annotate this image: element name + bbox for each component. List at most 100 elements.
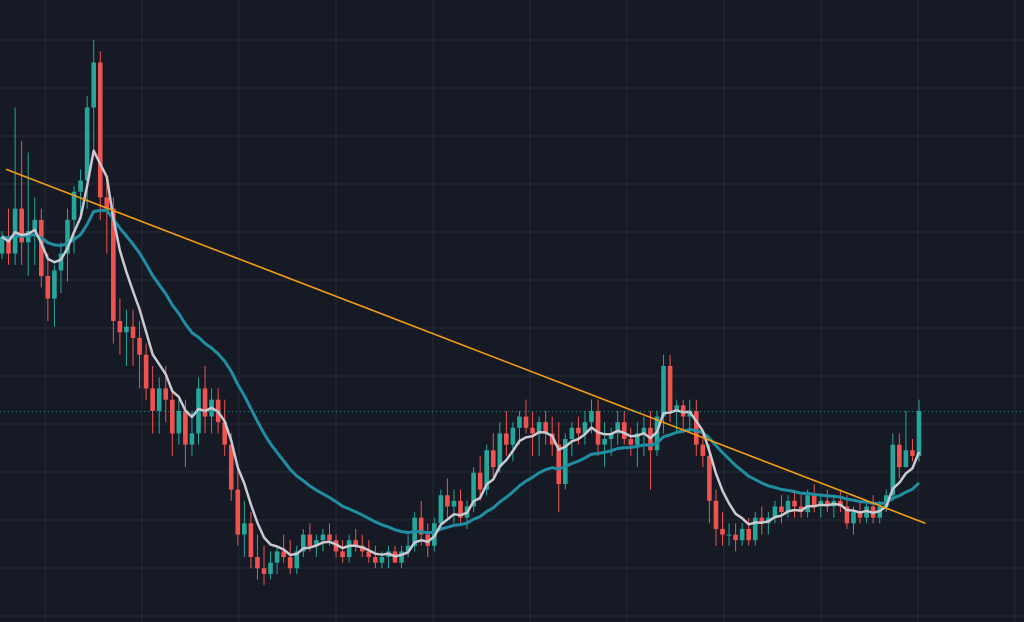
candle-body: [117, 321, 123, 333]
candle-body: [458, 500, 463, 518]
candle-body: [268, 562, 273, 574]
candle-body: [346, 540, 352, 558]
candle-body: [451, 500, 457, 507]
candle-body: [726, 534, 732, 536]
candle-body: [779, 506, 784, 513]
candle-body: [130, 326, 136, 338]
candle-body: [628, 439, 634, 445]
candle-body: [707, 455, 712, 501]
candles: [0, 40, 922, 586]
candle-body: [530, 427, 535, 434]
candle-body: [772, 506, 778, 518]
candle-body: [314, 540, 319, 546]
candle-body: [523, 416, 529, 428]
trendline: [5, 168, 926, 525]
candle-body: [0, 236, 5, 254]
candle-body: [825, 500, 830, 507]
ma-slow-line: [1, 208, 921, 535]
candle-body: [301, 534, 306, 552]
candle-body: [510, 427, 516, 445]
trendline-layer: [5, 168, 926, 525]
candle-body: [379, 557, 385, 563]
candle-body: [759, 517, 765, 524]
candle-body: [883, 495, 889, 507]
candle-body: [418, 517, 424, 535]
candle-body: [569, 427, 575, 440]
candle-body: [556, 444, 562, 484]
candle-body: [916, 410, 922, 456]
candle-body: [183, 410, 188, 445]
candle-body: [733, 534, 738, 541]
candle-body: [163, 388, 169, 400]
candle-body: [307, 534, 313, 546]
candle-body: [536, 422, 542, 434]
candle-body: [281, 551, 286, 558]
candle-body: [242, 523, 247, 535]
candle-body: [137, 337, 142, 355]
candle-body: [261, 568, 267, 574]
candle-body: [910, 450, 915, 456]
candle-body: [484, 450, 489, 490]
candle-body: [366, 551, 372, 558]
candle-body: [720, 528, 725, 535]
candle-body: [471, 472, 476, 507]
candle-body: [425, 534, 431, 546]
candle-body: [45, 276, 51, 299]
candle-body: [890, 444, 896, 496]
candle-body: [189, 433, 195, 445]
candle-body: [274, 551, 280, 563]
candle-body: [202, 388, 208, 417]
candle-body: [563, 439, 568, 484]
candle-body: [248, 523, 254, 558]
candle-body: [340, 551, 345, 558]
candle-body: [589, 410, 594, 423]
candle-body: [713, 500, 719, 529]
candle-body: [228, 444, 234, 490]
candle-body: [78, 180, 83, 192]
moving-averages: [1, 149, 921, 558]
candle-body: [785, 500, 791, 513]
candle-body: [320, 534, 326, 541]
candle-body: [844, 506, 850, 524]
candle-body: [294, 551, 300, 569]
candle-body: [608, 433, 614, 440]
candle-body: [353, 540, 358, 546]
candle-body: [39, 219, 44, 277]
candle-body: [739, 528, 745, 541]
candle-body: [752, 517, 758, 541]
candle-body: [635, 433, 640, 445]
candle-body: [222, 422, 227, 445]
candle-body: [327, 534, 332, 541]
candle-body: [405, 545, 411, 552]
candle-body: [700, 444, 706, 456]
candle-body: [71, 191, 77, 220]
candle-body: [517, 416, 522, 428]
candle-body: [373, 557, 378, 563]
candle-body: [19, 208, 24, 243]
candle-body: [490, 450, 496, 468]
candle-body: [255, 557, 260, 569]
candle-body: [84, 107, 90, 181]
candle-body: [497, 433, 503, 468]
candle-body: [156, 388, 162, 411]
candle-body: [615, 422, 620, 434]
candle-body: [621, 422, 627, 440]
ma-fast-line: [1, 149, 921, 558]
candle-body: [445, 495, 450, 507]
candle-body: [111, 208, 116, 321]
candle-body: [811, 495, 817, 507]
candle-body: [792, 500, 797, 507]
candle-body: [170, 399, 175, 434]
candle-body: [124, 326, 129, 333]
candle-body: [65, 219, 70, 254]
candle-body: [143, 354, 149, 389]
candle-body: [150, 388, 155, 411]
candle-body: [287, 557, 293, 569]
candle-body: [97, 62, 103, 198]
candle-body: [576, 427, 581, 434]
candle-body: [667, 365, 673, 411]
candle-body: [543, 422, 548, 434]
candle-body: [805, 495, 810, 513]
